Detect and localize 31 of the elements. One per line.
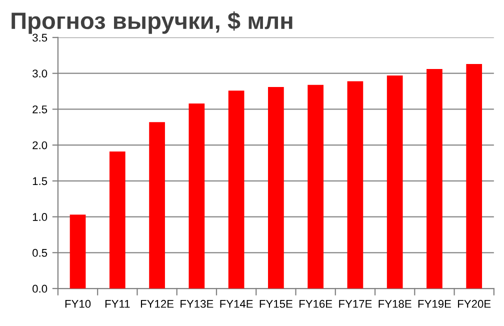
x-tick-label: FY20E	[458, 300, 491, 308]
x-tick-label: FY13E	[180, 300, 214, 308]
x-tick-label: FY12E	[140, 300, 174, 308]
bar	[228, 90, 244, 289]
x-tick-label: FY10	[65, 300, 91, 308]
x-tick-label: FY17E	[339, 300, 372, 308]
bar	[70, 214, 86, 289]
bar	[426, 69, 442, 289]
x-tick-label: FY11	[105, 300, 130, 308]
x-tick-label: FY19E	[418, 300, 451, 308]
bar	[308, 84, 324, 289]
bar	[188, 103, 205, 289]
y-tick-label: 1.5	[32, 177, 48, 186]
x-tick-label: FY15E	[260, 300, 292, 308]
y-tick-label: 1.0	[32, 213, 48, 221]
bar	[149, 122, 165, 289]
chart-title: Прогноз выручки, $ млн	[12, 11, 292, 34]
x-tick-label: FY14E	[220, 300, 253, 308]
y-tick-label: 3.5	[32, 34, 48, 42]
bar	[268, 86, 284, 289]
y-tick-label: 2.0	[32, 141, 48, 150]
bar	[109, 152, 126, 289]
y-tick-label: 0.0	[32, 284, 48, 293]
y-tick-label: 0.5	[32, 248, 48, 257]
bar	[386, 76, 403, 289]
y-tick-label: 2.5	[32, 105, 48, 114]
bar	[466, 64, 482, 289]
bar	[347, 81, 364, 289]
x-tick-label: FY16E	[300, 300, 332, 308]
y-tick-label: 3.0	[32, 70, 48, 78]
x-tick-label: FY18E	[378, 300, 412, 308]
